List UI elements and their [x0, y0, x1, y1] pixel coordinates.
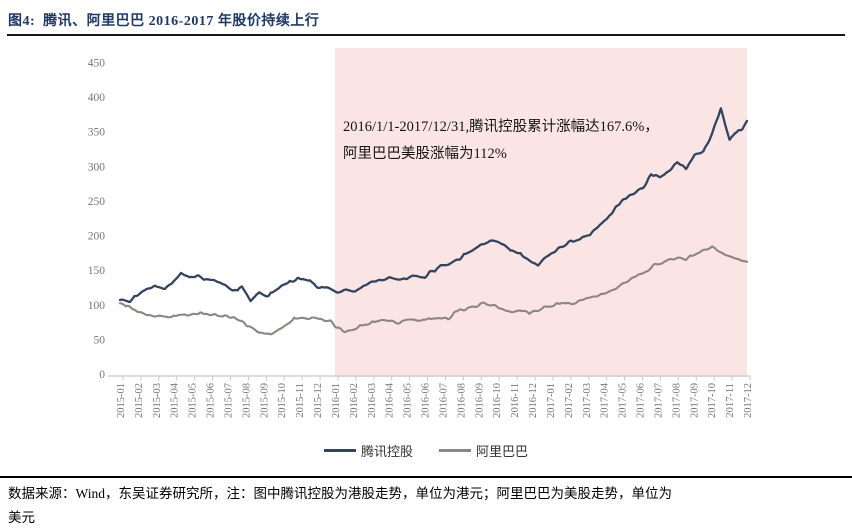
- x-axis-label: 2015-06: [206, 383, 217, 418]
- annotation-line-1: 2016/1/1-2017/12/31,腾讯控股累计涨幅达167.6%，: [343, 119, 659, 135]
- y-axis-label: 250: [88, 196, 106, 208]
- footer-rule: [0, 476, 852, 478]
- legend-label-tencent: 腾讯控股: [360, 444, 413, 459]
- title-rule: [7, 34, 845, 36]
- y-axis-label: 0: [99, 369, 105, 381]
- x-axis-label: 2016-01: [331, 383, 342, 418]
- x-axis-label: 2015-01: [116, 383, 127, 418]
- x-axis-label: 2015-08: [241, 383, 252, 418]
- y-axis-label: 350: [88, 127, 106, 139]
- highlight-region: [334, 48, 747, 377]
- x-axis-label: 2016-08: [456, 383, 467, 418]
- legend: 腾讯控股 阿里巴巴: [0, 441, 852, 460]
- x-axis-label: 2017-04: [600, 382, 611, 418]
- y-axis-label: 400: [88, 92, 106, 104]
- x-axis-label: 2015-09: [259, 383, 270, 418]
- x-axis-label: 2016-05: [403, 383, 414, 418]
- x-axis-label: 2017-11: [725, 383, 736, 418]
- figure-title: 图4: 腾讯、阿里巴巴 2016-2017 年股价持续上行: [8, 14, 320, 29]
- y-axis-label: 50: [94, 334, 106, 346]
- x-axis-label: 2017-01: [546, 383, 557, 418]
- x-axis-label: 2017-06: [636, 383, 647, 418]
- x-axis-label: 2016-03: [367, 383, 378, 418]
- y-axis-label: 450: [88, 57, 106, 69]
- x-axis-label: 2015-11: [295, 383, 306, 418]
- x-axis-label: 2017-10: [707, 383, 718, 418]
- x-axis-label: 2017-02: [564, 383, 575, 418]
- tencent-price-line: [118, 107, 749, 303]
- x-axis-label: 2015-05: [188, 383, 199, 418]
- x-axis-label: 2016-10: [492, 383, 503, 418]
- x-axis-label: 2016-11: [510, 383, 521, 418]
- source-note-line-1: 数据来源：Wind，东吴证券研究所，注：图中腾讯控股为港股走势，单位为港元；阿里…: [8, 486, 672, 501]
- x-axis-label: 2016-02: [349, 383, 360, 418]
- y-axis-label: 300: [88, 161, 106, 173]
- x-axis-label: 2015-04: [170, 382, 181, 418]
- chart-annotation: 2016/1/1-2017/12/31,腾讯控股累计涨幅达167.6%， 阿里巴…: [343, 114, 743, 168]
- alibaba-price-line: [118, 245, 749, 336]
- x-axis-label: 2017-12: [743, 383, 754, 418]
- x-axis-label: 2015-07: [223, 383, 234, 418]
- y-axis-label: 200: [88, 231, 106, 243]
- alibaba-line-swatch-icon: [439, 449, 471, 452]
- x-axis-label: 2015-12: [313, 383, 324, 418]
- x-axis-label: 2017-07: [653, 383, 664, 418]
- x-axis-label: 2016-06: [421, 383, 432, 418]
- x-axis-label: 2017-03: [582, 383, 593, 418]
- x-axis-label: 2017-05: [618, 383, 629, 418]
- y-axis-label: 150: [88, 265, 106, 277]
- legend-item-tencent: 腾讯控股: [323, 441, 413, 460]
- x-axis-label: 2015-02: [134, 383, 145, 418]
- x-axis-label: 2017-08: [671, 383, 682, 418]
- source-note-line-2: 美元: [8, 510, 35, 525]
- x-axis-label: 2015-10: [277, 383, 288, 418]
- y-axis-label: 100: [88, 300, 106, 312]
- annotation-line-2: 阿里巴巴美股涨幅为112%: [343, 146, 507, 162]
- x-axis-label: 2017-09: [689, 383, 700, 418]
- tencent-line-swatch-icon: [323, 449, 356, 452]
- x-axis-label: 2016-04: [385, 382, 396, 418]
- x-axis-label: 2016-12: [528, 383, 539, 418]
- x-axis-label: 2016-07: [438, 383, 449, 418]
- legend-item-alibaba: 阿里巴巴: [439, 441, 528, 460]
- x-axis-label: 2015-03: [152, 383, 163, 418]
- source-note: 数据来源：Wind，东吴证券研究所，注：图中腾讯控股为港股走势，单位为港元；阿里…: [8, 482, 844, 530]
- legend-label-alibaba: 阿里巴巴: [476, 444, 529, 459]
- x-axis-label: 2016-09: [474, 383, 485, 418]
